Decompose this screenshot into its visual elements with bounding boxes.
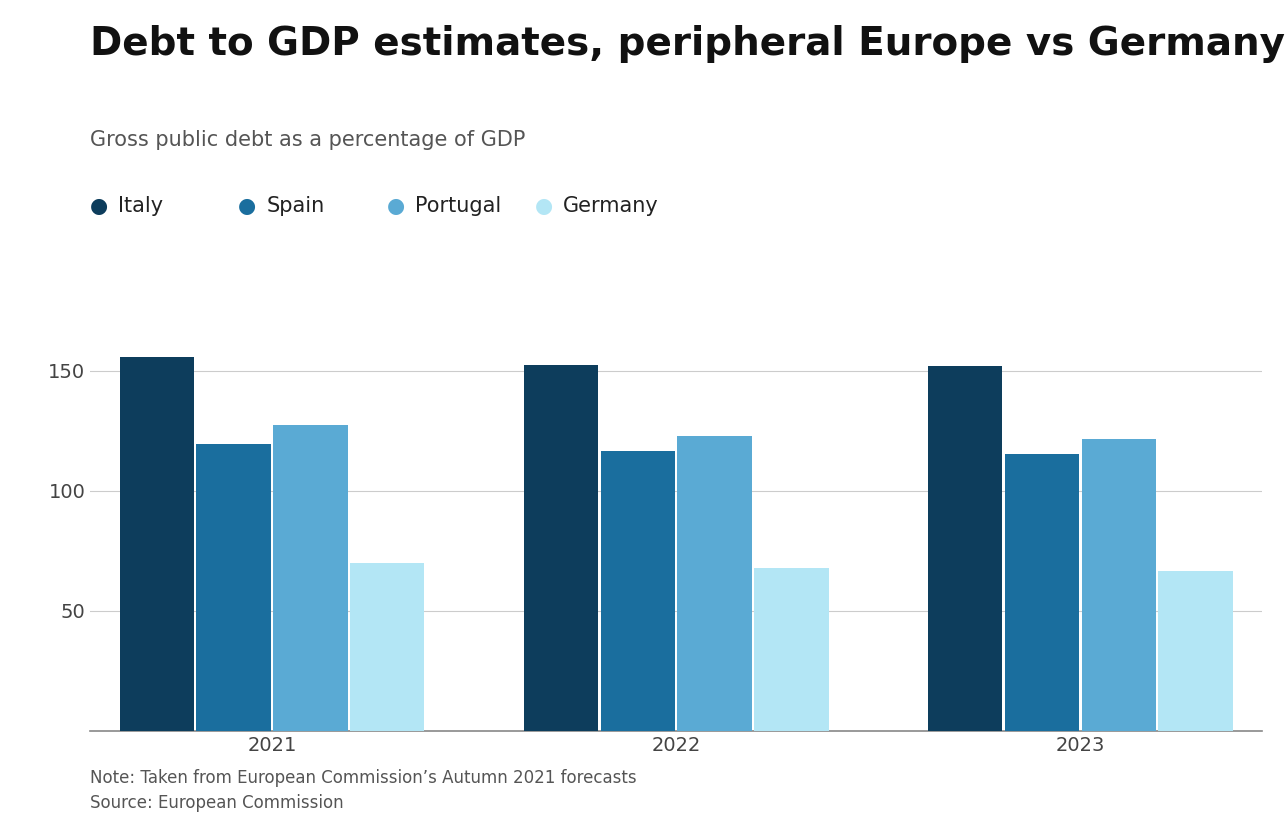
Text: ●: ● <box>535 196 553 216</box>
Text: ●: ● <box>238 196 256 216</box>
Text: Spain: Spain <box>267 196 325 216</box>
Bar <box>196 444 270 731</box>
Bar <box>600 451 675 731</box>
Text: Portugal: Portugal <box>415 196 501 216</box>
Text: ●: ● <box>90 196 108 216</box>
Text: Gross public debt as a percentage of GDP: Gross public debt as a percentage of GDP <box>90 130 526 150</box>
Text: Source: European Commission: Source: European Commission <box>90 794 344 811</box>
Bar <box>524 365 598 731</box>
Bar <box>120 357 194 731</box>
Text: Germany: Germany <box>563 196 658 216</box>
Bar <box>273 425 348 731</box>
Text: Italy: Italy <box>118 196 164 216</box>
Text: Note: Taken from European Commission’s Autumn 2021 forecasts: Note: Taken from European Commission’s A… <box>90 769 636 786</box>
Bar <box>927 366 1002 731</box>
Bar <box>350 563 425 731</box>
Bar <box>1158 571 1233 731</box>
Text: Debt to GDP estimates, peripheral Europe vs Germany: Debt to GDP estimates, peripheral Europe… <box>90 25 1285 63</box>
Bar <box>1082 439 1157 731</box>
Bar <box>1005 454 1079 731</box>
Bar <box>755 568 828 731</box>
Text: ●: ● <box>386 196 404 216</box>
Bar <box>677 436 752 731</box>
